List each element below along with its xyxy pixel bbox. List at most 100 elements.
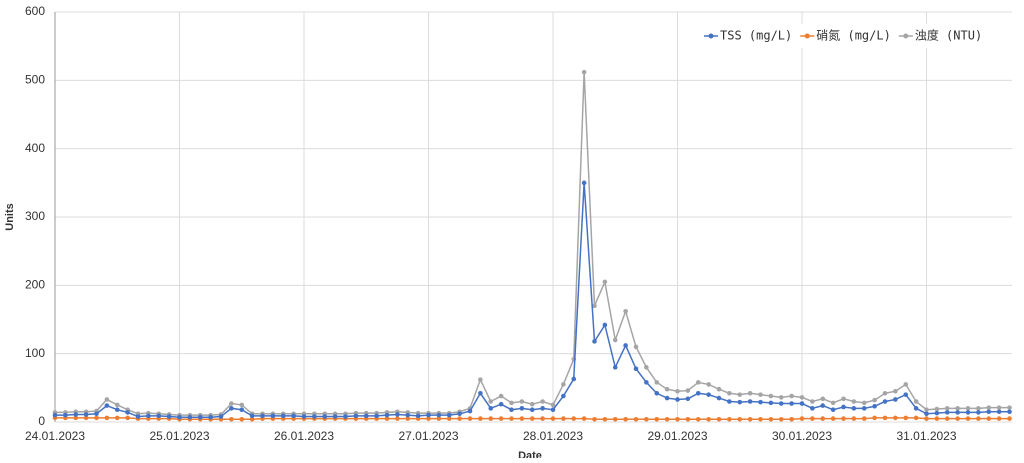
data-point <box>478 391 483 396</box>
data-point <box>509 416 514 421</box>
data-point <box>644 416 649 422</box>
data-point <box>903 415 909 421</box>
data-point <box>758 392 763 397</box>
data-point <box>519 399 525 404</box>
legend-box <box>698 24 998 48</box>
data-point <box>561 393 566 399</box>
data-point <box>602 322 608 328</box>
data-point <box>602 279 608 285</box>
x-axis-label: Date <box>518 450 542 458</box>
series-line <box>55 72 1010 416</box>
data-point <box>778 401 784 406</box>
data-point <box>706 392 711 397</box>
data-point <box>955 416 960 421</box>
data-point <box>395 412 400 417</box>
data-point <box>893 388 898 394</box>
y-axis-label: Units <box>4 203 16 231</box>
data-point <box>685 396 691 402</box>
data-point <box>384 416 390 421</box>
data-point <box>498 393 504 399</box>
data-point <box>519 416 525 421</box>
data-point <box>924 416 929 421</box>
data-point <box>820 416 826 421</box>
data-point <box>976 416 981 421</box>
data-point <box>820 403 826 408</box>
y-tick-label: 300 <box>25 209 45 223</box>
data-point <box>280 413 286 419</box>
data-point <box>747 391 753 396</box>
data-point <box>986 416 992 421</box>
data-point <box>73 412 79 417</box>
data-point <box>592 339 597 344</box>
data-point <box>519 406 525 411</box>
data-point <box>861 406 867 411</box>
data-point <box>146 413 151 419</box>
data-point <box>789 393 794 399</box>
data-point <box>332 414 338 419</box>
data-point <box>478 377 483 382</box>
data-point <box>695 380 701 385</box>
data-point <box>695 391 701 396</box>
data-point <box>737 399 743 405</box>
data-point <box>509 407 514 413</box>
data-point <box>716 386 722 392</box>
data-point <box>509 400 514 406</box>
data-point <box>737 392 743 397</box>
data-point <box>841 396 846 402</box>
data-point <box>561 416 566 421</box>
data-point <box>208 414 213 420</box>
legend-marker <box>903 33 909 39</box>
y-tick-label: 500 <box>25 73 45 87</box>
data-point <box>540 406 545 411</box>
data-point <box>965 406 971 411</box>
data-point <box>312 414 317 419</box>
data-point <box>799 401 805 406</box>
data-point <box>944 410 950 415</box>
data-point <box>810 416 815 421</box>
data-point <box>457 416 462 421</box>
data-point <box>851 406 857 411</box>
data-point <box>125 415 130 421</box>
data-point <box>727 399 732 404</box>
data-point <box>322 414 328 419</box>
data-point <box>291 413 296 419</box>
data-point <box>52 412 58 418</box>
data-point <box>768 393 774 399</box>
data-point <box>737 416 743 422</box>
data-point <box>965 410 971 415</box>
data-point <box>996 409 1002 415</box>
data-point <box>789 416 794 422</box>
data-point <box>612 337 618 343</box>
y-tick-label: 0 <box>38 414 45 428</box>
data-point <box>872 415 877 421</box>
data-point <box>810 399 815 404</box>
data-point <box>789 401 794 406</box>
data-point <box>529 401 535 407</box>
data-point <box>363 413 369 419</box>
data-point <box>592 416 597 422</box>
data-point <box>675 397 680 402</box>
data-point <box>550 407 556 413</box>
data-point <box>934 410 940 416</box>
data-point <box>747 399 753 404</box>
data-point <box>664 416 670 422</box>
data-point <box>457 411 462 417</box>
data-point <box>114 402 120 408</box>
data-point <box>986 409 992 415</box>
x-tick-label: 28.01.2023 <box>523 429 583 443</box>
data-point <box>104 403 110 408</box>
data-point <box>747 416 753 422</box>
data-point <box>540 416 545 421</box>
data-point <box>706 382 711 387</box>
data-point <box>675 416 680 422</box>
data-point <box>260 413 265 419</box>
data-point <box>478 416 483 421</box>
data-point <box>446 412 452 418</box>
data-point <box>913 415 919 421</box>
data-point <box>488 416 494 421</box>
data-point <box>675 388 680 394</box>
data-point <box>830 407 836 413</box>
x-tick-label: 25.01.2023 <box>149 429 209 443</box>
data-point <box>633 416 639 422</box>
data-point <box>550 416 556 421</box>
